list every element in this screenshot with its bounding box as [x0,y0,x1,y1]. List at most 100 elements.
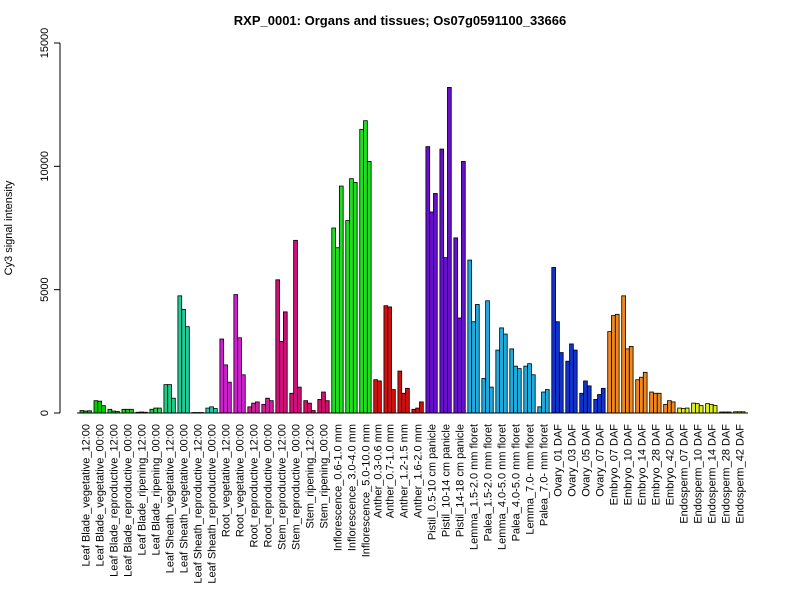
bar [471,321,476,414]
bar [453,237,459,414]
bar [233,294,239,414]
bar [635,379,640,414]
bar [625,348,630,414]
bar [247,406,253,414]
bar [251,402,256,414]
x-tick-label: Anther_1.6-2.0 mm [413,424,425,518]
y-tick-label: 5000 [39,277,51,301]
x-tick-label: Anther_0.3-0.6 mm [373,424,385,518]
x-tick-label: Ovary_05 DAF [580,424,592,497]
bar [499,327,504,414]
bar [349,178,354,414]
x-tick-label: Leaf Blade_reproductive_12:00 [109,424,121,577]
bar [443,257,448,414]
bar [163,384,169,414]
bar [289,392,295,414]
x-tick-label: Leaf Sheath_vegetative_12:00 [165,424,177,573]
bar [527,363,532,414]
bar [586,385,592,414]
bar [296,386,302,414]
bar [621,295,626,414]
x-tick-label: Ovary_03 DAF [566,424,578,497]
x-tick-labels: Leaf Blade_vegetative_12:00 Leaf Blade_ve… [81,424,747,584]
bar [307,402,312,414]
bar [185,326,190,414]
bar [600,387,606,414]
bar [101,405,106,414]
x-tick-label: Endosperm_42 DAF [734,424,746,524]
bar [475,304,480,414]
x-tick-label: Embryo_28 DAF [650,424,662,506]
bar [279,341,284,414]
x-tick-label: Leaf Sheath_vegetative_00:00 [179,424,191,573]
x-tick-label: Root_vegetative_12:00 [221,424,233,537]
bar [457,317,462,414]
x-tick-label: Stem_reproductive_00:00 [291,424,303,550]
bar [670,401,676,414]
bar [653,392,658,414]
bar [611,315,616,414]
bar [373,379,378,414]
bar [157,407,162,414]
x-tick-label: Stem_ripening_00:00 [318,424,330,529]
bar [481,378,487,414]
bar [642,371,648,414]
bar [219,338,225,414]
bar [565,360,570,414]
x-tick-label: Endosperm_07 DAF [678,424,690,524]
bar [656,392,662,414]
bars-group [79,87,746,414]
bar [177,295,183,414]
x-tick-label: Embryo_10 DAF [622,424,634,506]
bar [447,87,452,414]
bar [383,305,389,414]
bar [489,386,494,414]
bar [569,343,574,414]
bar [439,148,445,414]
bar [397,370,403,414]
bar [149,408,155,414]
bar [125,408,130,414]
bar [419,401,424,414]
bar [275,279,281,414]
bar [517,368,522,414]
y-axis-label: Cy3 signal intensity [3,180,15,275]
chart-title: RXP_0001: Organs and tissues; Os07g05911… [234,13,566,28]
bar [335,247,340,414]
x-tick-label: Leaf Blade_vegetative_12:00 [81,424,93,567]
bar [684,407,690,414]
bar [303,400,308,414]
x-tick-label: Leaf Blade_ripening_12:00 [137,424,149,556]
bar [583,380,588,414]
x-tick-label: Ovary_07 DAF [594,424,606,497]
bar [485,300,490,414]
bar [209,406,214,414]
y-axis: 0 5000 10000 15000 [39,28,61,416]
bar [541,391,546,414]
x-tick-label: Palea_1.5-2.0 mm floret [483,424,495,541]
bar [411,408,417,414]
x-tick-label: Leaf Sheath_reproductive_12:00 [193,424,205,584]
bar [269,400,274,414]
bar [107,408,113,414]
x-tick-label: Embryo_07 DAF [608,424,620,506]
bar [667,400,672,414]
bar [467,259,473,414]
bar [614,313,620,414]
bar [363,120,368,414]
x-tick-label: Palea_4.0-5.0 mm floret [511,424,523,541]
y-tick-label: 15000 [39,28,51,59]
bar [513,365,518,414]
bar [425,146,431,414]
bar [205,407,211,414]
bar [523,365,528,414]
bar [129,408,134,414]
bar [405,387,410,414]
x-tick-label: Lemma_1.5-2.0 mm floret [469,424,481,550]
bar [712,405,718,414]
x-tick-label: Endosperm_14 DAF [706,424,718,524]
bar [352,181,358,414]
x-tick-label: Pistil_0.5-10 cm panicle [427,424,439,540]
bar [255,401,260,414]
bar [261,403,267,414]
